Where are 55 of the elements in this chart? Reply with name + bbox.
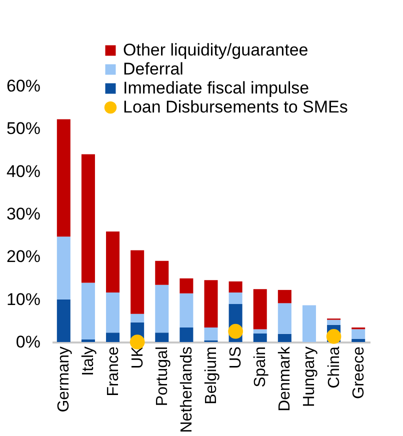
x-tick-label: Portugal (154, 346, 171, 406)
x-tick-label: Greece (350, 346, 368, 399)
bar (130, 314, 144, 322)
bar (106, 332, 120, 342)
bar (253, 289, 267, 330)
bar (56, 299, 70, 342)
bar (106, 292, 120, 333)
bar (352, 339, 366, 342)
bar (155, 260, 169, 285)
bar (278, 290, 292, 304)
x-tick-label: China (326, 346, 343, 388)
legend-label: Deferral (123, 60, 184, 78)
bar (130, 250, 144, 314)
bar (204, 327, 218, 340)
bar (155, 332, 169, 342)
bar (106, 231, 120, 293)
legend-label: Immediate fiscal impulse (123, 78, 310, 98)
bar (204, 280, 218, 328)
y-tick-label: 60% (6, 76, 40, 96)
bar (180, 293, 194, 328)
bar (81, 282, 95, 340)
bar (180, 278, 194, 294)
bar (253, 329, 267, 334)
x-tick-label: Spain (252, 346, 270, 388)
x-tick-label: France (104, 346, 122, 396)
bar (56, 119, 70, 237)
legend-label: Loan Disbursements to SMEs (123, 98, 348, 116)
bar (228, 281, 242, 293)
bar (278, 334, 292, 342)
y-tick-label: 20% (6, 247, 40, 266)
bar (228, 292, 242, 304)
x-tick-label: Belgium (203, 346, 220, 404)
y-tick-label: 0% (16, 332, 40, 352)
bar (253, 333, 267, 342)
bar (56, 236, 70, 300)
x-tick-label: UK (129, 346, 146, 369)
y-tick-label: 10% (6, 290, 40, 309)
x-tick-label: Hungary (301, 346, 318, 407)
x-tick-label: Italy (80, 346, 98, 376)
y-tick-label: 40% (6, 162, 40, 181)
bar (327, 320, 341, 325)
x-tick-label: Denmark (276, 346, 294, 412)
x-tick-label: Netherlands (178, 346, 196, 433)
legend-label: Other liquidity/guarantee (123, 40, 308, 60)
y-tick-label: 50% (6, 119, 40, 138)
x-tick-label: Germany (56, 346, 73, 412)
bar (278, 303, 292, 334)
bar (352, 329, 366, 340)
bar (81, 339, 95, 342)
bar (155, 284, 169, 333)
bar (180, 327, 194, 342)
bar (81, 154, 95, 283)
x-tick-label: US (228, 346, 245, 369)
bar (302, 305, 316, 342)
y-tick-label: 30% (6, 204, 40, 224)
